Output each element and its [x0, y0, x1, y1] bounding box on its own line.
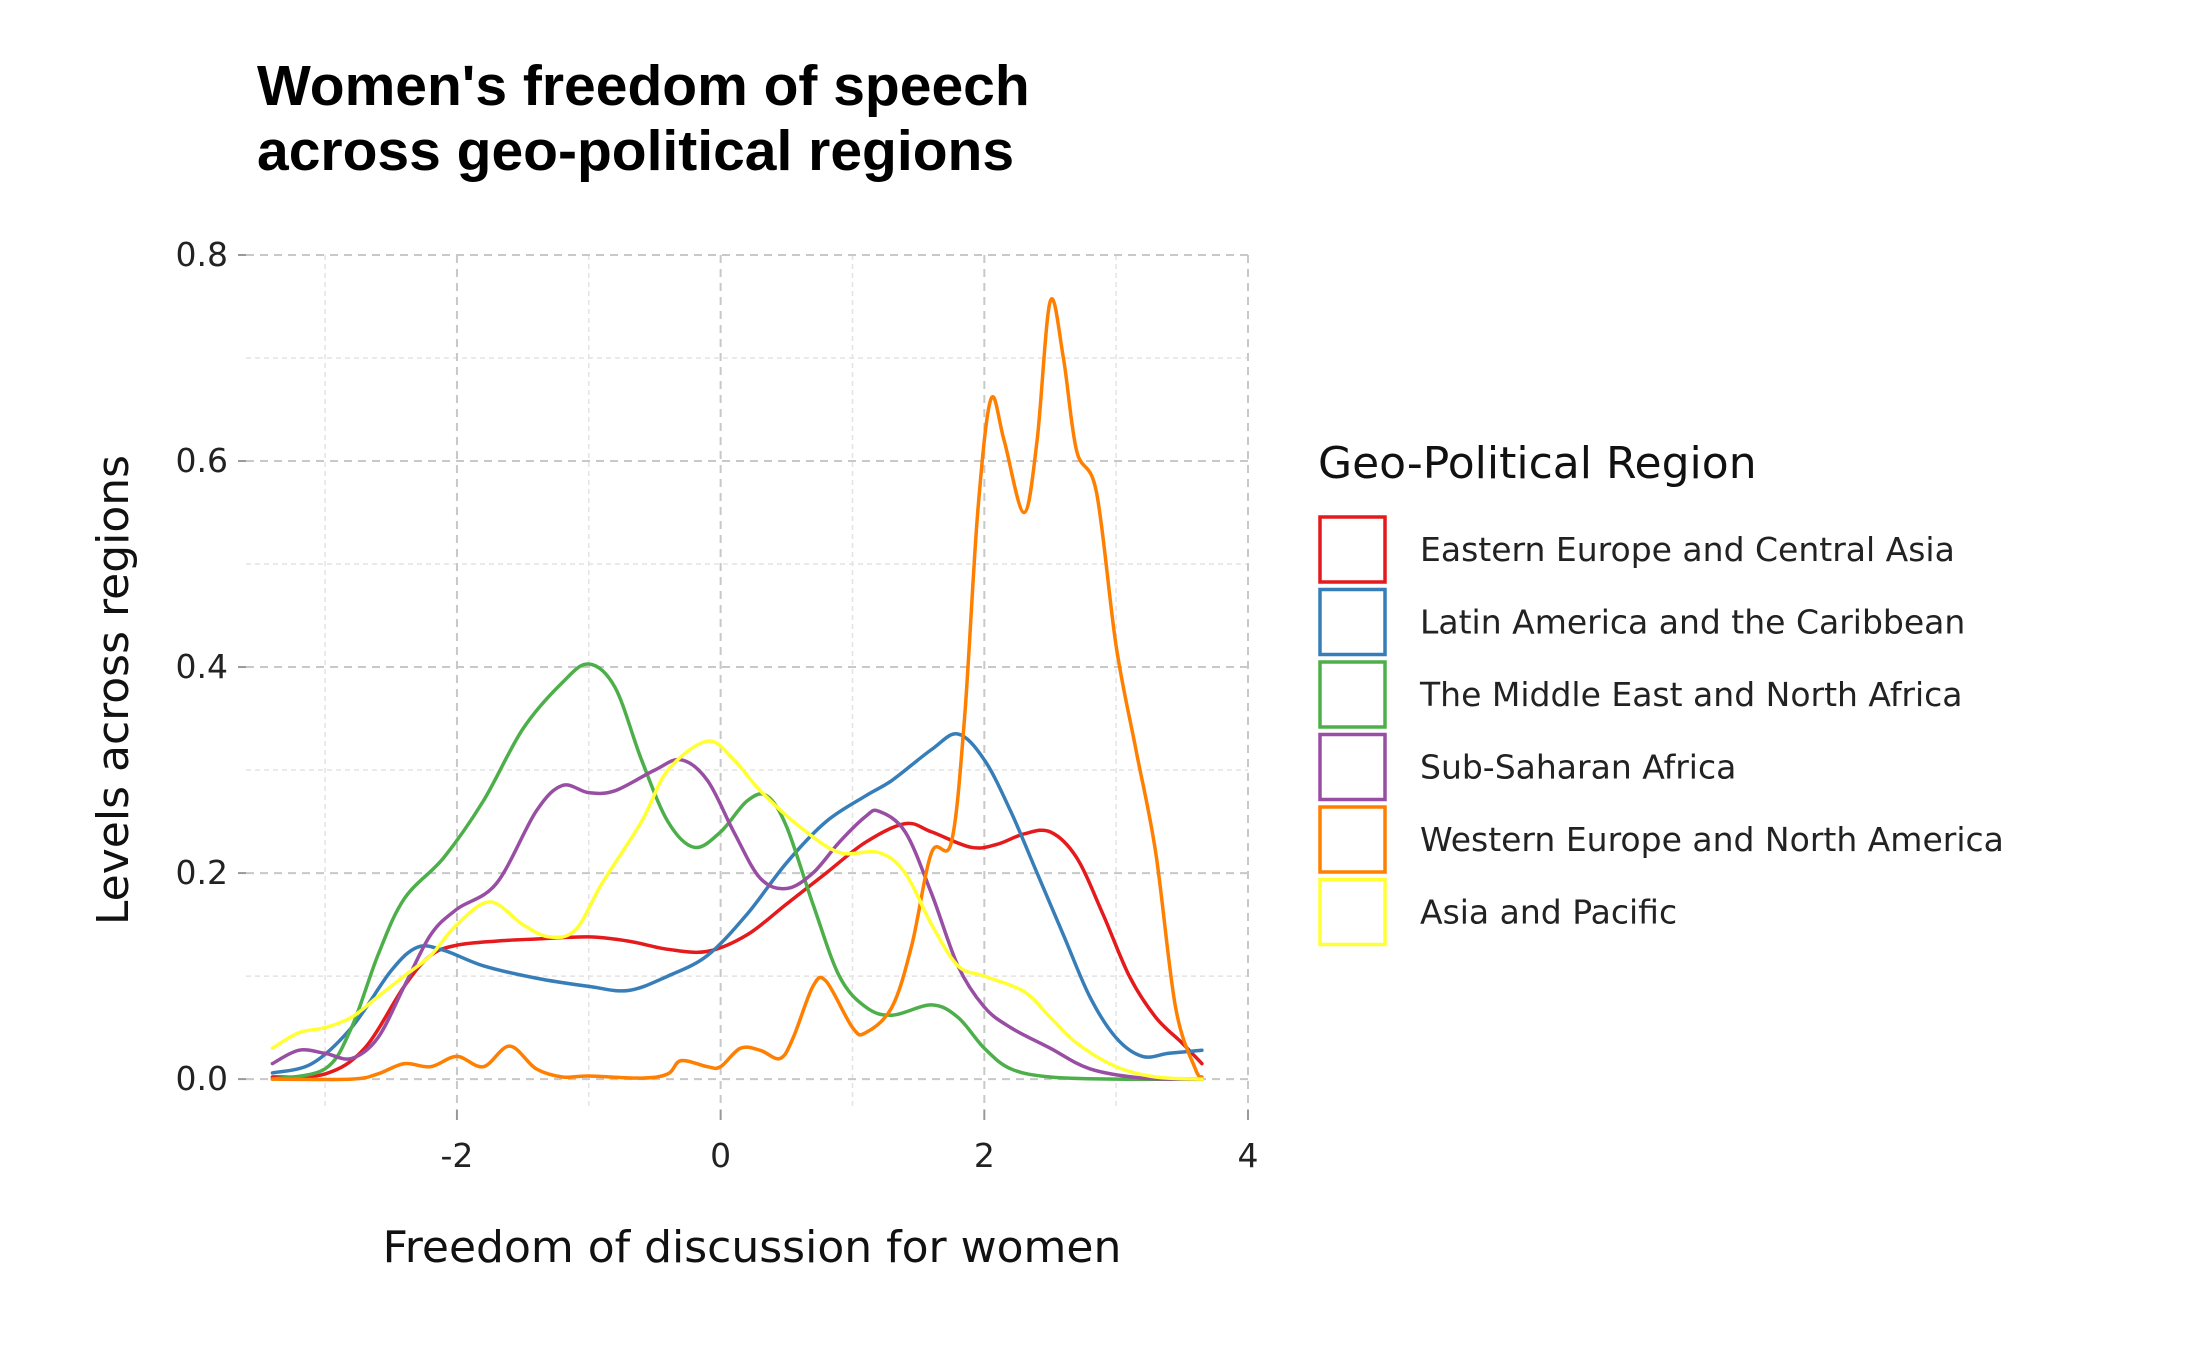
legend-label: Asia and Pacific: [1420, 893, 1677, 932]
legend: Geo-Political Region Eastern Europe and …: [1318, 438, 2004, 947]
legend-label: The Middle East and North Africa: [1419, 675, 1963, 714]
y-tick-label: 0.0: [176, 1059, 228, 1098]
legend-item: The Middle East and North Africa: [1318, 660, 1963, 729]
series-lines: [270, 297, 1204, 1082]
x-tick-label: 2: [974, 1136, 995, 1175]
x-tick-label: 0: [710, 1136, 731, 1175]
y-axis: 0.0 0.2 0.4 0.6 0.8: [176, 235, 246, 1098]
legend-item: Latin America and the Caribbean: [1318, 587, 1965, 657]
legend-item: Asia and Pacific: [1318, 877, 1677, 947]
legend-label: Western Europe and North America: [1420, 820, 2004, 859]
x-axis-title: Freedom of discussion for women: [383, 1222, 1122, 1273]
legend-key: [1318, 515, 1387, 584]
series-line: [270, 757, 1204, 1081]
y-tick-label: 0.8: [176, 235, 228, 274]
legend-key: [1318, 732, 1387, 802]
series-line: [270, 662, 1204, 1081]
legend-items: Eastern Europe and Central Asia Latin Ame…: [1318, 515, 2004, 947]
legend-key: [1318, 587, 1387, 657]
plot-grid: [246, 254, 1249, 1110]
legend-label: Sub-Saharan Africa: [1420, 748, 1736, 787]
chart-title-line-1: Women's freedom of speech: [257, 54, 1030, 118]
y-tick-label: 0.6: [176, 441, 228, 480]
legend-key: [1318, 660, 1387, 729]
legend-label: Eastern Europe and Central Asia: [1420, 530, 1955, 569]
legend-title: Geo-Political Region: [1318, 438, 1757, 489]
legend-item: Eastern Europe and Central Asia: [1318, 515, 1955, 584]
series-line: [270, 297, 1204, 1082]
chart-title-line-2: across geo-political regions: [257, 119, 1014, 183]
x-axis: -2 0 2 4: [440, 1110, 1259, 1175]
y-tick-label: 0.4: [176, 647, 228, 686]
x-tick-label: 4: [1238, 1136, 1259, 1175]
y-tick-label: 0.2: [176, 853, 228, 892]
legend-key: [1318, 877, 1387, 947]
series-line: [270, 739, 1204, 1081]
legend-key: [1318, 805, 1387, 874]
series-line: [270, 732, 1204, 1075]
legend-label: Latin America and the Caribbean: [1420, 603, 1965, 642]
legend-item: Sub-Saharan Africa: [1318, 732, 1736, 802]
x-tick-label: -2: [440, 1136, 473, 1175]
legend-item: Western Europe and North America: [1318, 805, 2004, 874]
y-axis-title: Levels across regions: [88, 455, 139, 925]
